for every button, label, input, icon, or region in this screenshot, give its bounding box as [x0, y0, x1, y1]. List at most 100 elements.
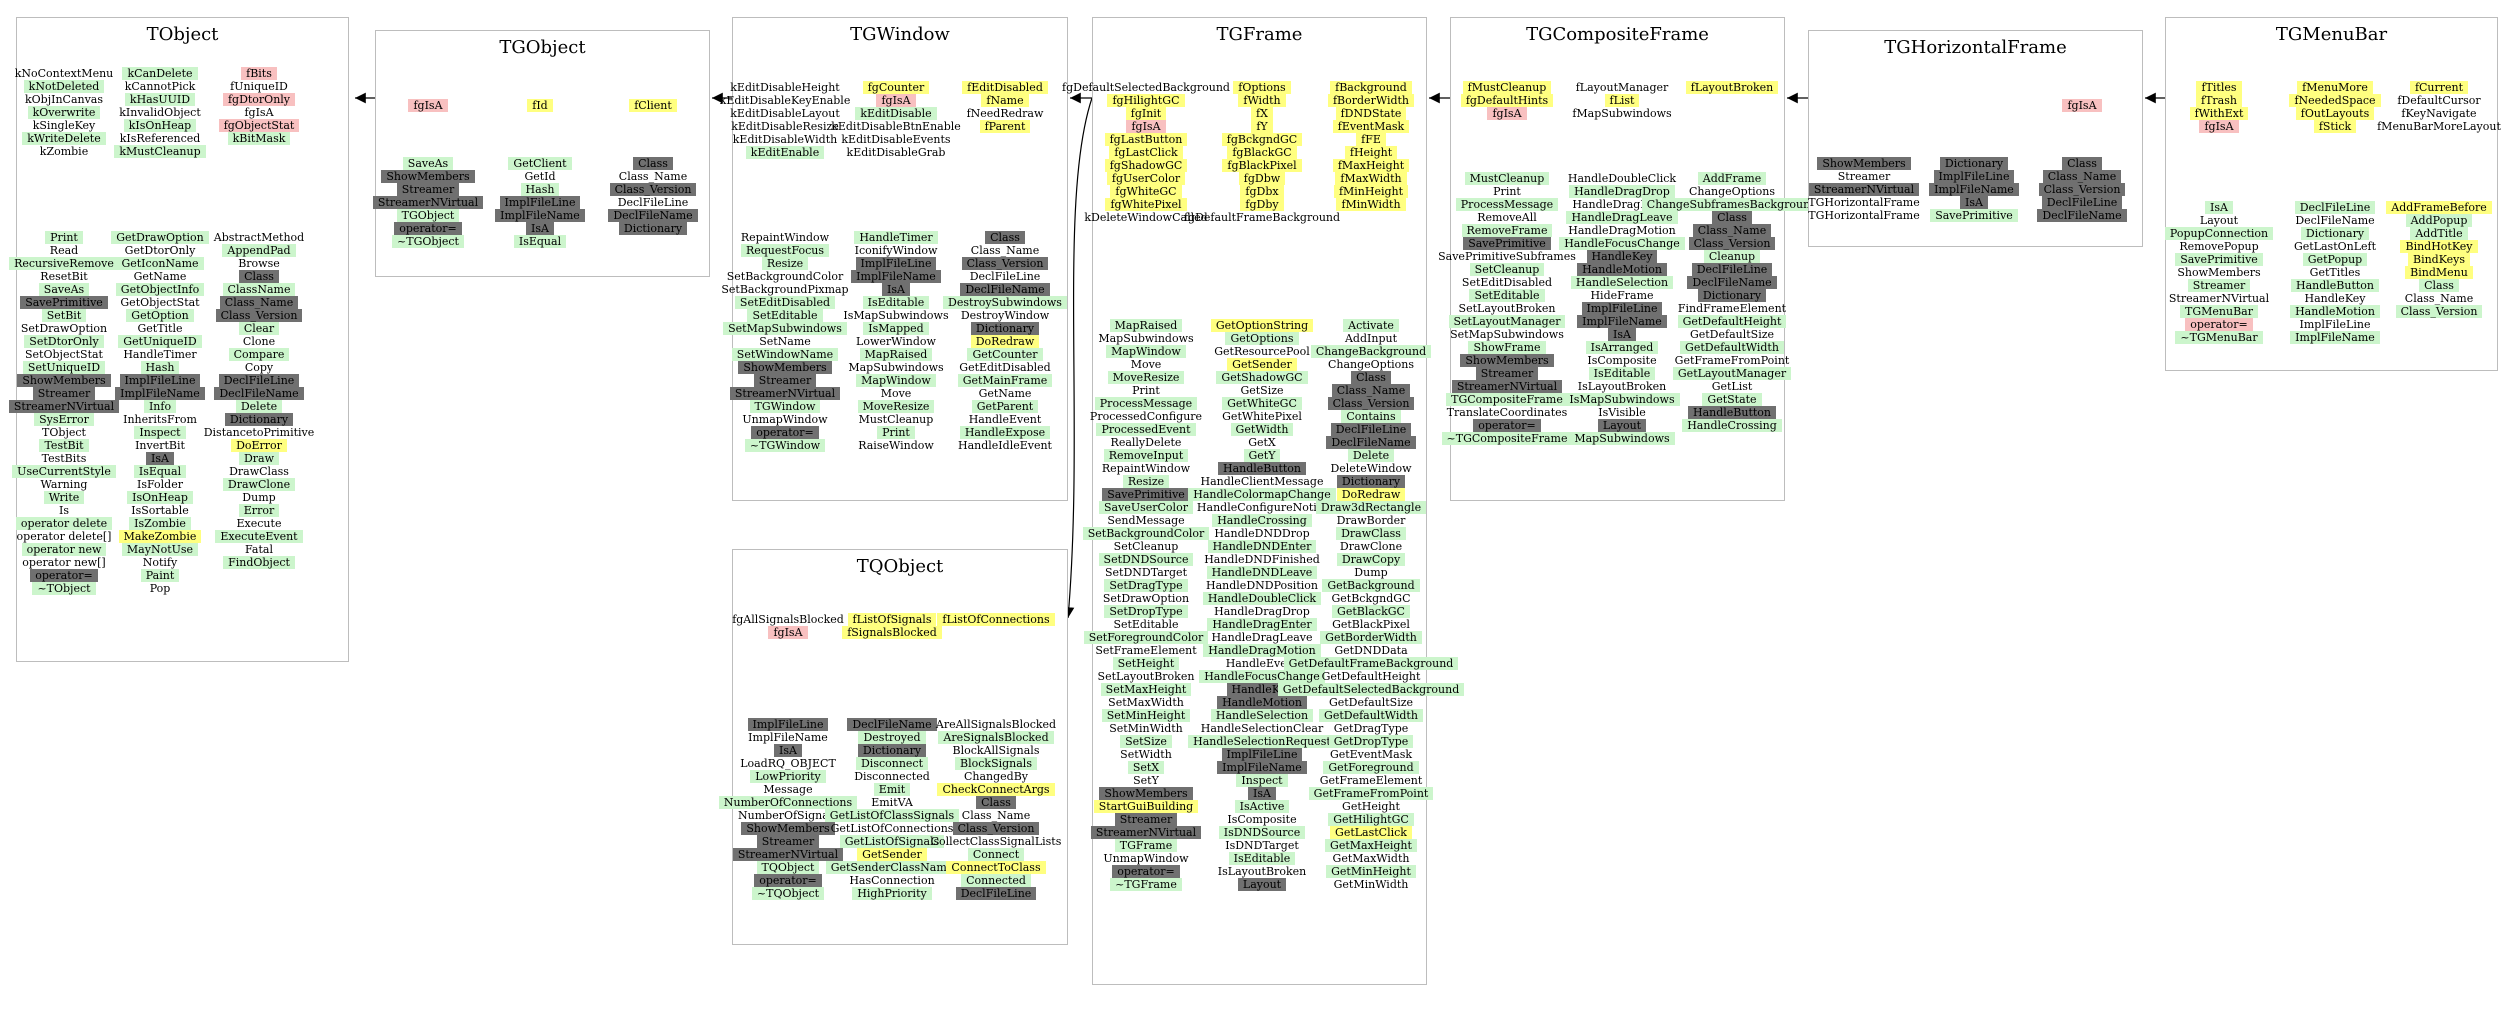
class-member: fgDtorOnly — [222, 93, 296, 106]
class-member: GetWhitePixel — [1222, 410, 1302, 423]
member-group: ImplFileLine ImplFileName IsA LoadRQ_OBJECT… — [708, 718, 868, 900]
class-member: TGHorizontalFrame — [1808, 196, 1920, 209]
class-member: fTitles — [2196, 81, 2242, 94]
class-member: IsA — [1248, 787, 1276, 800]
class-member: fOptions — [1233, 81, 1291, 94]
class-member: Compare — [228, 348, 290, 361]
class-member: GetClient — [508, 157, 572, 170]
class-member: fOutLayouts — [2295, 107, 2375, 120]
class-member: fgCounter — [862, 81, 930, 94]
class-member: Disconnect — [855, 757, 929, 770]
class-member: SetDragType — [1104, 579, 1188, 592]
member-group: fgCounter fgIsA kEditDisable kEditDisableBt… — [816, 81, 976, 159]
class-member: fgObjectStat — [218, 119, 300, 132]
class-member: fKeyNavigate — [2401, 107, 2477, 120]
class-member: GetDNDData — [1334, 644, 1408, 657]
class-member: Streamer — [32, 387, 96, 400]
class-member: IsA — [2205, 201, 2233, 214]
member-group: fCurrent fDefaultCursor fKeyNavigate fMenuB… — [2359, 81, 2509, 133]
class-member: DeleteWindow — [1330, 462, 1412, 475]
member-group: fOptions fWidth fX fY fgBckgndGC fgBlackGC fgB… — [1182, 81, 1342, 224]
class-member: fY — [1251, 120, 1273, 133]
class-member: MapRaised — [1109, 319, 1183, 332]
member-group: fEditDisabled fName fNeedRedraw fParent — [925, 81, 1085, 133]
class-member: SaveAs — [402, 157, 454, 170]
class-member: AreAllSignalsBlocked — [935, 718, 1057, 731]
class-member: SetForegroundColor — [1083, 631, 1209, 644]
class-member: GetState — [1702, 393, 1762, 406]
class-member: Dump — [1354, 566, 1388, 579]
class-member: Pop — [149, 582, 171, 595]
class-member: GetDefaultHeight — [1321, 670, 1421, 683]
class-member: DestroyWindow — [960, 309, 1050, 322]
class-member: ChangeBackground — [1310, 345, 1432, 358]
class-member: GetOption — [126, 309, 194, 322]
class-member: fMenuMore — [2297, 81, 2373, 94]
class-member: SetLayoutManager — [1448, 315, 1566, 328]
class-member: DeclFileLine — [2041, 196, 2123, 209]
class-member: AppendPad — [222, 244, 296, 257]
class-member: Print — [1493, 185, 1521, 198]
member-group: Class Class_Name Class_Version DeclFileLine… — [925, 231, 1085, 452]
class-member: fgUserColor — [1106, 172, 1186, 185]
class-box-tqobject: TQObject fgAllSignalsBlocked fgIsA ImplFile… — [718, 549, 1068, 945]
class-member: ImplFileName — [115, 387, 205, 400]
class-member: SetDtorOnly — [24, 335, 104, 348]
class-member: fHeight — [1344, 146, 1398, 159]
class-member: HandleEvent — [968, 413, 1042, 426]
class-member: IsEditable — [1588, 367, 1656, 380]
class-member: HandleDNDFinished — [1204, 553, 1320, 566]
class-member: IsComposite — [1587, 354, 1657, 367]
class-member: fMaxWidth — [1335, 172, 1407, 185]
class-member: Dictionary — [224, 413, 294, 426]
class-title: TGCompositeFrame — [1526, 24, 1709, 45]
class-member: TQObject — [756, 861, 820, 874]
class-member: Streamer — [756, 835, 820, 848]
class-member: Error — [238, 504, 280, 517]
class-member: GetX — [1248, 436, 1276, 449]
class-member: GetDragType — [1333, 722, 1409, 735]
class-member: ImplFileLine — [855, 257, 937, 270]
class-member: ImplFileLine — [2299, 318, 2371, 331]
class-member: Dictionary — [857, 744, 927, 757]
class-member: kEditDisable — [855, 107, 937, 120]
class-member: StreamerNVirtual — [1451, 380, 1563, 393]
class-member: fgBckgndGC — [1221, 133, 1303, 146]
class-member: SavePrimitiveSubframes — [1438, 250, 1576, 263]
class-member: Warning — [40, 478, 88, 491]
class-member: SetDNDSource — [1098, 553, 1194, 566]
class-member: ~TGWindow — [744, 439, 826, 452]
class-member: HandleDragMotion — [1568, 224, 1676, 237]
class-member: LowerWindow — [856, 335, 936, 348]
class-member: Layout — [1237, 878, 1287, 891]
class-member: NumberOfConnections — [718, 796, 858, 809]
class-member: HandleDragDrop — [1214, 605, 1310, 618]
class-member: IsEqual — [133, 465, 187, 478]
class-member: Class_Version — [609, 183, 697, 196]
class-member: HandleButton — [1687, 406, 1777, 419]
class-member: Move — [1130, 358, 1162, 371]
class-member: HandleKey — [1586, 250, 1658, 263]
class-title: TGWindow — [850, 24, 950, 45]
class-member: kHasUUID — [124, 93, 196, 106]
class-member: IsMapped — [863, 322, 929, 335]
class-member: operator new[] — [22, 556, 106, 569]
class-member: TGCompositeFrame — [1446, 393, 1568, 406]
class-member: DoRedraw — [1336, 488, 1406, 501]
class-member: TGFrame — [1114, 839, 1178, 852]
class-member: AddInput — [1344, 332, 1397, 345]
class-member: StreamerNVirtual — [2168, 292, 2270, 305]
member-group: fListOfConnections — [916, 613, 1076, 626]
class-member: Execute — [236, 517, 282, 530]
member-group: AreAllSignalsBlocked AreSignalsBlocked Blo… — [916, 718, 1076, 900]
member-group: HandleTimer IconifyWindow ImplFileLine Impl… — [816, 231, 976, 452]
class-member: FindFrameElement — [1677, 302, 1787, 315]
class-member: MapWindow — [856, 374, 936, 387]
member-group: Class Class_Name Class_Version DeclFileLine… — [573, 157, 733, 235]
class-member: RequestFocus — [740, 244, 830, 257]
class-member: GetWidth — [1230, 423, 1294, 436]
class-member: ShowMembers — [17, 374, 111, 387]
class-member: Read — [49, 244, 79, 257]
class-member: kSingleKey — [32, 119, 96, 132]
class-member: HandleCrossing — [1682, 419, 1782, 432]
